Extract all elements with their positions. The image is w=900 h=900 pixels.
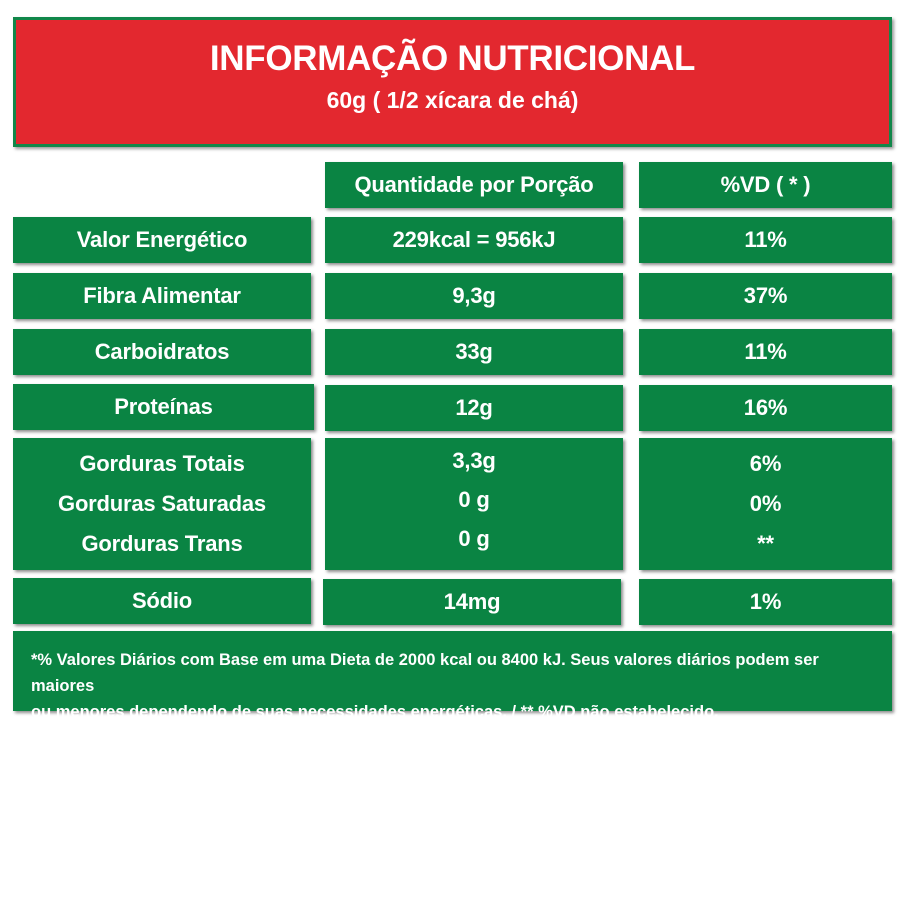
row-label-fiber: Fibra Alimentar <box>13 273 311 319</box>
footnote-line-2: ou menores dependendo de suas necessidad… <box>31 703 719 721</box>
row-label-energy: Valor Energético <box>13 217 311 263</box>
row-quantity-fats: 3,3g 0 g 0 g <box>325 438 623 570</box>
nutrition-header: INFORMAÇÃO NUTRICIONAL 60g ( 1/2 xícara … <box>13 17 892 147</box>
row-label-sodium: Sódio <box>13 578 311 624</box>
row-label-fats: Gorduras Totais Gorduras Saturadas Gordu… <box>13 438 311 570</box>
page-title: INFORMAÇÃO NUTRICIONAL <box>209 39 696 78</box>
fat-quantity-trans: 0 g <box>458 526 490 551</box>
row-dv-energy: 11% <box>639 217 892 263</box>
fat-dv-saturated: 0% <box>749 491 782 516</box>
row-quantity-fiber: 9,3g <box>325 273 623 319</box>
row-quantity-energy: 229kcal = 956kJ <box>325 217 623 263</box>
row-quantity-sodium: 14mg <box>323 579 621 625</box>
row-quantity-carbs: 33g <box>325 329 623 375</box>
row-dv-protein: 16% <box>639 385 892 431</box>
row-dv-sodium: 1% <box>639 579 892 625</box>
row-quantity-protein: 12g <box>325 385 623 431</box>
fat-label-total: Gorduras Totais <box>79 451 245 476</box>
fat-quantity-saturated: 0 g <box>458 487 490 512</box>
row-dv-fiber: 37% <box>639 273 892 319</box>
fat-dv-trans: ** <box>757 531 774 556</box>
row-label-carbs: Carboidratos <box>13 329 311 375</box>
fat-quantity-total: 3,3g <box>452 448 496 473</box>
footnote-line-1: *% Valores Diários com Base em uma Dieta… <box>31 651 819 695</box>
footnote: *% Valores Diários com Base em uma Dieta… <box>13 631 892 721</box>
column-header-quantity: Quantidade por Porção <box>325 162 623 208</box>
row-dv-carbs: 11% <box>639 329 892 375</box>
fat-label-saturated: Gorduras Saturadas <box>58 491 266 516</box>
fat-label-trans: Gorduras Trans <box>81 531 243 556</box>
serving-size: 60g ( 1/2 xícara de chá) <box>326 87 579 113</box>
row-dv-fats: 6% 0% ** <box>639 438 892 570</box>
row-label-protein: Proteínas <box>13 384 314 430</box>
fat-dv-total: 6% <box>749 451 782 476</box>
column-header-dv: %VD ( * ) <box>639 162 892 208</box>
